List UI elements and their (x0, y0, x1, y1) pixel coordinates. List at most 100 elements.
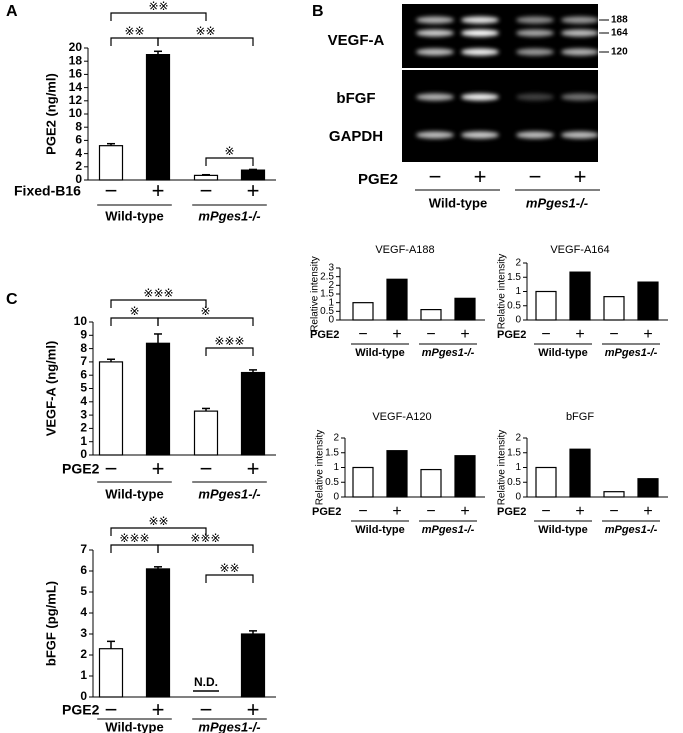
treatment-sign: + (392, 503, 401, 520)
bar (240, 633, 266, 698)
bar (535, 290, 557, 321)
y-tick-label: 0 (328, 315, 334, 326)
group-label: mPges1-/- (422, 347, 475, 359)
bar (637, 478, 659, 498)
significance-label: ※※ (219, 561, 239, 575)
treatment-sign: − (105, 697, 118, 722)
group-label: mPges1-/- (422, 524, 475, 536)
gel-band (561, 48, 599, 56)
y-tick-label: 6 (80, 563, 87, 577)
bar (98, 145, 124, 181)
panel-label: A (6, 3, 18, 20)
gel-band (561, 93, 599, 101)
significance-label: ※※ (148, 0, 168, 13)
y-tick-label: 12 (69, 93, 83, 107)
significance-label: ※ (224, 144, 234, 158)
gel-band (561, 16, 599, 24)
bar (535, 466, 557, 498)
y-tick-label: 1 (333, 462, 339, 473)
treatment-label: PGE2 (497, 506, 526, 518)
treatment-sign: + (247, 697, 260, 722)
gel-band (461, 131, 499, 139)
chart-title: VEGF-A120 (372, 411, 431, 423)
gel-band (561, 131, 599, 139)
significance-label: ※※ (195, 24, 215, 38)
y-axis-label: PGE2 (ng/ml) (43, 73, 58, 155)
group-label: mPges1-/- (198, 719, 260, 733)
gel-band (516, 29, 554, 37)
y-axis-label: Relative intensity (310, 256, 321, 332)
bar (145, 342, 171, 456)
significance-label: ※ (129, 304, 139, 318)
treatment-sign: − (426, 326, 435, 343)
bar (454, 297, 476, 321)
bar-chart: 00.511.522.53 Relative intensity VEGF-A188… (310, 244, 485, 359)
chart-title: bFGF (566, 411, 594, 423)
error-bar (107, 640, 115, 649)
significance-label: ※ (200, 304, 210, 318)
bar (386, 450, 408, 498)
y-tick-label: 7 (80, 542, 87, 556)
treatment-sign: − (200, 697, 213, 722)
y-tick-label: 2 (75, 159, 82, 173)
treatment-sign: − (105, 178, 118, 203)
y-tick-label: 20 (69, 40, 83, 54)
treatment-sign: − (609, 503, 618, 520)
significance-label: ※※※ (190, 531, 220, 545)
bar-chart: 0 0.5 1 1.5 2 Relative intensity bFGF − + − + PGE2 W… (497, 411, 668, 536)
y-tick-label: 3 (80, 407, 87, 421)
panel-label: C (6, 291, 18, 308)
group-label: Wild-type (538, 347, 587, 359)
bar (98, 648, 124, 698)
significance-bracket (110, 299, 207, 308)
y-tick-label: 0.5 (320, 306, 334, 317)
y-tick-label: 2.5 (320, 271, 334, 282)
y-tick-label: 0.5 (507, 300, 521, 311)
bar (352, 302, 374, 321)
y-tick-label: 10 (74, 314, 88, 328)
gel-band (516, 93, 554, 101)
significance-label: ※※ (148, 514, 168, 528)
y-tick-label: 5 (80, 584, 87, 598)
significance-bracket (157, 37, 254, 46)
group-label: Wild-type (355, 524, 404, 536)
treatment-sign: − (200, 456, 213, 481)
marker-label: 120 (611, 47, 628, 58)
y-tick-label: 1.5 (320, 289, 334, 300)
y-tick-label: 3 (80, 626, 87, 640)
treatment-sign: − (529, 164, 542, 189)
treatment-sign: + (575, 326, 584, 343)
treatment-sign: − (426, 503, 435, 520)
y-tick-label: 1 (515, 286, 521, 297)
y-tick-label: 2 (515, 433, 521, 444)
significance-bracket (110, 544, 159, 553)
group-label: Wild-type (105, 208, 163, 223)
y-tick-label: 0 (515, 492, 521, 503)
treatment-sign: − (541, 326, 550, 343)
y-tick-label: 2 (328, 280, 334, 291)
y-axis-label: bFGF (pg/mL) (43, 581, 58, 666)
bar (603, 491, 625, 498)
treatment-label: PGE2 (62, 461, 100, 477)
gel-band (416, 131, 454, 139)
missing-label: N.D. (194, 675, 218, 689)
y-tick-label: 4 (75, 146, 82, 160)
significance-bracket (110, 12, 207, 21)
treatment-sign: + (643, 326, 652, 343)
significance-bracket (205, 347, 254, 356)
treatment-sign: + (152, 456, 165, 481)
y-tick-label: 18 (69, 53, 83, 67)
bar (603, 296, 625, 321)
bar (240, 371, 266, 456)
group-label: mPges1-/- (605, 347, 658, 359)
bar (569, 448, 591, 498)
y-tick-label: 0 (515, 315, 521, 326)
gel-band (416, 93, 454, 101)
significance-label: ※※※ (214, 334, 244, 348)
bar (420, 309, 442, 321)
y-tick-label: 6 (75, 133, 82, 147)
treatment-sign: + (152, 178, 165, 203)
treatment-sign: + (152, 697, 165, 722)
gel-row-label: bFGF (336, 90, 375, 107)
gel-band (516, 48, 554, 56)
